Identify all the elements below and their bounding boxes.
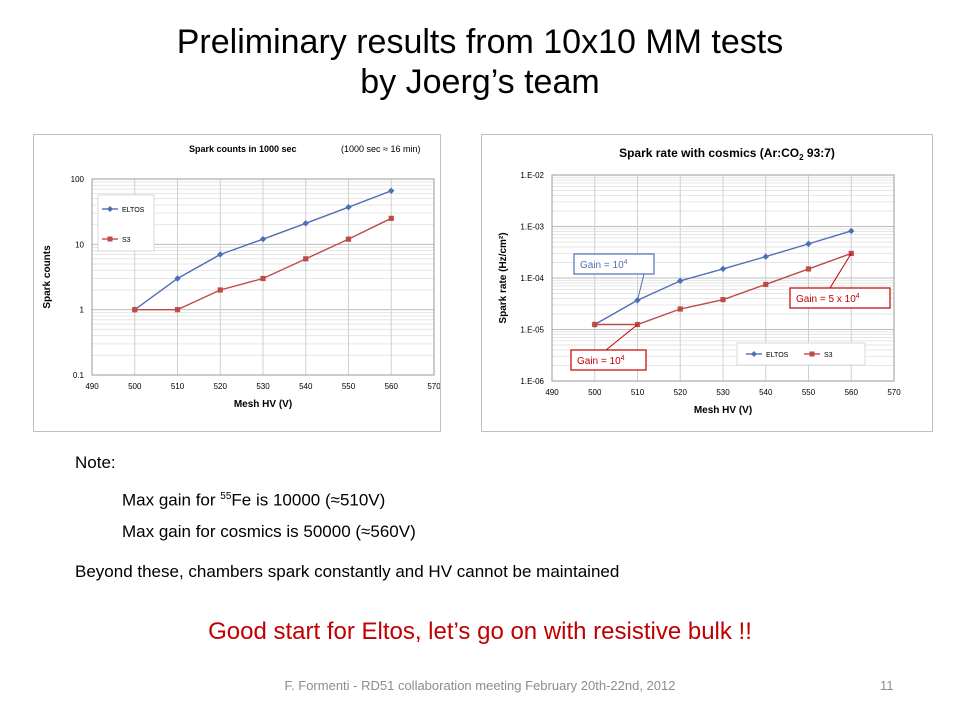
spark-counts-chart-panel: 0.1 1 10 100 490 500 510 520 530 540 550 560 570 Mesh… bbox=[33, 134, 441, 432]
spark-rate-gain-callout-2-box bbox=[789, 287, 891, 309]
note-label: Note: bbox=[75, 453, 116, 472]
slide-title-line1: Preliminary results from 10x10 MM tests bbox=[176, 23, 784, 61]
note-line-cosmics-gain: Max gain for cosmics is 50000 (≈560V) bbox=[122, 522, 416, 541]
note-line-fe-gain: Max gain for 55Fe is 10000 (≈510V) bbox=[122, 486, 385, 512]
spark-rate-x-tick-label: 560 bbox=[845, 388, 859, 397]
spark-counts-legend-eltos-label: ELTOS bbox=[122, 207, 145, 214]
spark-rate-plot-frame bbox=[551, 174, 895, 382]
spark-counts-y-tick-label: 100 bbox=[71, 175, 85, 184]
spark-rate-x-tick-label: 520 bbox=[674, 388, 688, 397]
spark-rate-y-tick-label: 1.E-06 bbox=[520, 377, 544, 386]
note-line-fe-gain-pre: Max gain for bbox=[122, 490, 221, 510]
spark-counts-y-tick-label: 10 bbox=[75, 240, 84, 249]
spark-rate-y-tick-label: 1.E-03 bbox=[520, 223, 544, 232]
spark-rate-y-tick-label: 1.E-02 bbox=[520, 171, 544, 180]
spark-rate-gain-callout-3-box bbox=[570, 349, 647, 371]
spark-counts-x-tick-label: 520 bbox=[214, 382, 228, 391]
spark-rate-y-tick-label: 1.E-04 bbox=[520, 274, 544, 283]
note-line-fe-gain-post: Fe is 10000 (≈510V) bbox=[231, 490, 386, 510]
spark-rate-series-eltos-point bbox=[848, 227, 855, 235]
spark-rate-x-tick-label: 490 bbox=[545, 388, 559, 397]
spark-counts-series-s3-point bbox=[303, 256, 309, 262]
note-line-fe-gain-sup: 55 bbox=[220, 491, 232, 502]
spark-rate-x-tick-label: 500 bbox=[588, 388, 602, 397]
spark-rate-x-tick-label: 510 bbox=[631, 388, 645, 397]
spark-rate-legend-eltos-marker bbox=[751, 351, 757, 357]
spark-counts-x-tick-label: 510 bbox=[171, 382, 185, 391]
spark-rate-gain-callout-1-leader bbox=[637, 273, 645, 301]
spark-counts-legend-s3-marker bbox=[107, 236, 113, 242]
spark-rate-gain-callout-1-box bbox=[573, 253, 655, 275]
spark-counts-chart-title: Spark counts in 1000 sec bbox=[189, 144, 297, 154]
spark-rate-chart-panel: 1.E-06 1.E-05 1.E-04 1.E-03 1.E-02 490 500 510 5… bbox=[481, 134, 933, 432]
spark-rate-series-eltos-point bbox=[805, 240, 812, 248]
spark-counts-chart: 0.1 1 10 100 490 500 510 520 530 540 550 560 570 Mesh… bbox=[42, 144, 441, 410]
spark-rate-legend-eltos-label: ELTOS bbox=[766, 352, 789, 359]
spark-rate-series-s3-point bbox=[720, 297, 726, 303]
spark-counts-series-eltos-point bbox=[259, 235, 267, 243]
spark-counts-x-tick-label: 570 bbox=[427, 382, 440, 391]
spark-rate-legend-box bbox=[736, 342, 866, 366]
spark-rate-gain-callout-2-leader bbox=[829, 253, 852, 289]
spark-counts-legend-s3-label: S3 bbox=[122, 237, 131, 244]
spark-rate-y-tick-label: 1.E-05 bbox=[520, 326, 544, 335]
spark-counts-x-tick-label: 560 bbox=[385, 382, 399, 391]
spark-counts-series-eltos-point bbox=[174, 275, 181, 282]
spark-rate-x-tick-label: 530 bbox=[716, 388, 730, 397]
spark-counts-series-s3-point bbox=[217, 287, 223, 293]
footer-text: F. Formenti - RD51 collaboration meeting… bbox=[284, 678, 676, 693]
spark-rate-gain-callout-3-label: Gain = 104 bbox=[577, 355, 625, 367]
spark-counts-x-tick-label: 500 bbox=[128, 382, 142, 391]
spark-rate-series-s3-point bbox=[592, 321, 598, 328]
spark-rate-series-s3-point bbox=[805, 266, 812, 272]
spark-counts-legend-eltos-marker bbox=[107, 206, 113, 212]
spark-rate-legend-s3-marker bbox=[809, 351, 815, 357]
spark-counts-x-tick-label: 530 bbox=[256, 382, 270, 391]
spark-rate-legend-s3-label: S3 bbox=[824, 352, 833, 359]
spark-counts-y-tick-label: 1 bbox=[80, 306, 85, 315]
spark-counts-series-s3-point bbox=[388, 215, 394, 221]
spark-counts-plot-frame bbox=[91, 178, 435, 376]
spark-counts-series-eltos-point bbox=[217, 251, 224, 258]
spark-rate-chart-title: Spark rate with cosmics (Ar:CO2 93:7) bbox=[619, 146, 835, 162]
spark-rate-series-s3-point bbox=[763, 281, 769, 288]
spark-counts-x-tick-label: 540 bbox=[299, 382, 313, 391]
spark-rate-x-tick-label: 570 bbox=[887, 388, 901, 397]
spark-counts-y-axis-label: Spark counts bbox=[42, 245, 53, 309]
spark-counts-x-axis-label: Mesh HV (V) bbox=[234, 399, 292, 410]
spark-rate-series-eltos-point bbox=[719, 265, 727, 273]
spark-counts-annotation: (1000 sec ≈ 16 min) bbox=[341, 144, 420, 154]
spark-counts-x-tick-label: 550 bbox=[342, 382, 356, 391]
spark-counts-series-s3-point bbox=[174, 307, 181, 313]
page-number: 11 bbox=[880, 678, 894, 693]
spark-rate-series-eltos-point bbox=[677, 277, 684, 285]
spark-rate-x-tick-label: 540 bbox=[759, 388, 773, 397]
slide-title-line2: by Joerg’s team bbox=[360, 63, 600, 101]
note-line-beyond: Beyond these, chambers spark constantly … bbox=[75, 562, 620, 581]
spark-rate-series-eltos-point bbox=[762, 253, 769, 260]
spark-counts-series-s3-point bbox=[132, 307, 138, 313]
spark-rate-gain-callout-3-leader bbox=[605, 324, 638, 351]
spark-rate-gain-callout-1-label: Gain = 104 bbox=[580, 259, 628, 271]
spark-rate-x-axis-label: Mesh HV (V) bbox=[694, 405, 752, 416]
spark-counts-series-s3-point bbox=[260, 275, 266, 282]
spark-rate-x-tick-label: 550 bbox=[802, 388, 816, 397]
spark-counts-series-eltos-point bbox=[345, 204, 352, 211]
spark-rate-gain-callout-2-label: Gain = 5 x 104 bbox=[796, 293, 860, 305]
spark-rate-series-s3-point bbox=[634, 321, 641, 328]
spark-rate-series-s3-point bbox=[677, 306, 683, 312]
conclusion-text: Good start for Eltos, let’s go on with r… bbox=[208, 618, 752, 645]
spark-counts-series-s3-point bbox=[345, 236, 352, 242]
spark-counts-y-tick-label: 0.1 bbox=[73, 371, 85, 380]
spark-rate-chart: 1.E-06 1.E-05 1.E-04 1.E-03 1.E-02 490 500 510 5… bbox=[498, 146, 901, 416]
spark-rate-y-axis-label: Spark rate (Hz/cm²) bbox=[498, 232, 509, 323]
spark-counts-x-tick-label: 490 bbox=[85, 382, 99, 391]
spark-counts-legend-box bbox=[97, 194, 155, 252]
spark-counts-series-eltos-point bbox=[302, 220, 309, 227]
